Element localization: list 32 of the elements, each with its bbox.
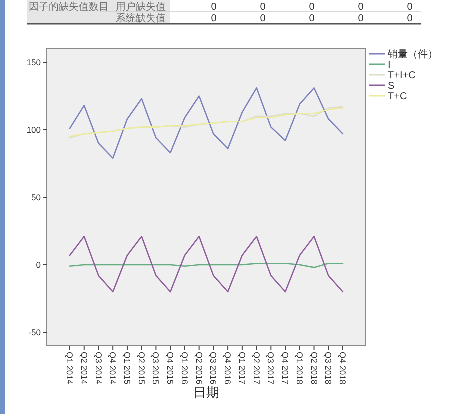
legend-label: T+I+C	[388, 70, 416, 82]
x-tick-label: Q2 2015	[136, 352, 147, 385]
x-tick-label: Q3 2015	[151, 352, 162, 385]
x-tick-label: Q4 2014	[108, 352, 118, 385]
x-tick-label: Q4 2016	[223, 352, 234, 385]
x-tick-label: Q1 2016	[180, 352, 190, 385]
x-tick-label: Q3 2017	[266, 352, 276, 385]
x-tick-label: Q4 2017	[280, 352, 291, 385]
y-tick-label: 150	[26, 57, 42, 68]
y-tick-label: 50	[32, 192, 42, 202]
x-tick-label: Q2 2017	[252, 352, 262, 385]
legend-label: 销量（件）	[387, 50, 438, 60]
x-tick-label: Q1 2018	[294, 352, 305, 385]
x-tick-label: Q4 2015	[166, 352, 176, 385]
x-tick-label: Q3 2014	[94, 352, 104, 385]
x-tick-label: Q1 2017	[237, 352, 248, 385]
x-tick-label: Q2 2018	[309, 352, 320, 385]
x-tick-label: Q2 2016	[194, 352, 204, 385]
legend-label: I	[388, 60, 391, 71]
x-tick-label: Q1 2015	[122, 352, 132, 385]
x-tick-label: Q3 2016	[208, 352, 219, 385]
x-axis-title: 日期	[194, 385, 220, 400]
legend-label: T+C	[388, 92, 408, 102]
legend-label: S	[388, 81, 395, 92]
x-tick-label: Q3 2018	[324, 352, 334, 385]
y-tick-label: 100	[26, 124, 42, 135]
y-tick-label: 0	[36, 260, 42, 270]
table: 因子的缺失值数目 用户缺失值 0 0 0 0 0 系统缺失值 0 0 0 0 0	[27, 0, 422, 25]
y-tick-label: -50	[28, 327, 42, 338]
x-tick-label: Q2 2014	[79, 352, 90, 385]
x-tick-label: Q1 2014	[65, 352, 76, 385]
x-tick-label: Q4 2018	[338, 352, 348, 385]
